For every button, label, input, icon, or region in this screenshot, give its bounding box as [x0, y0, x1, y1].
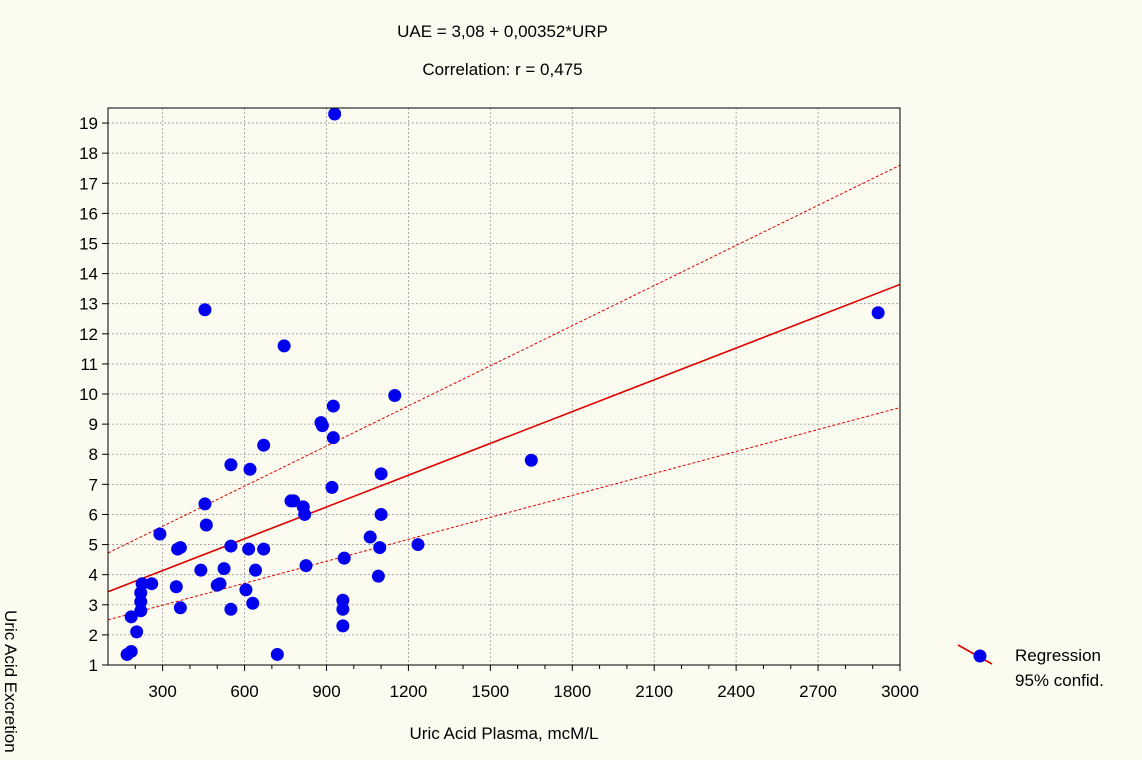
data-point [173, 601, 187, 615]
data-point [871, 306, 885, 320]
x-axis-label: Uric Acid Plasma, mcM/L [409, 724, 599, 743]
data-point [298, 507, 312, 521]
y-tick-label: 10 [79, 385, 98, 404]
y-tick-label: 18 [79, 144, 98, 163]
data-point [169, 580, 183, 594]
x-tick-label: 1200 [389, 682, 427, 701]
y-tick-label: 16 [79, 204, 98, 223]
data-point [224, 539, 238, 553]
data-point [124, 610, 138, 624]
data-point [243, 462, 257, 476]
data-point [135, 577, 149, 591]
y-tick-label: 2 [89, 626, 98, 645]
data-point [153, 527, 167, 541]
data-point [134, 595, 148, 609]
data-points [120, 107, 885, 661]
x-tick-labels: 300 600 900 1200 1500 1800 2100 2400 2700 3000 [148, 682, 918, 701]
data-point [325, 480, 339, 494]
data-point [199, 518, 213, 532]
data-point [130, 625, 144, 639]
confidence-line-upper [108, 164, 900, 554]
y-tick-label: 8 [89, 445, 98, 464]
data-point [145, 577, 159, 591]
x-tick-label: 2100 [635, 682, 673, 701]
data-point [411, 538, 425, 552]
legend-marker [957, 644, 993, 665]
data-point [328, 107, 342, 121]
data-point [299, 559, 313, 573]
data-point [326, 431, 340, 445]
data-point [257, 542, 271, 556]
data-point [363, 530, 377, 544]
data-point [373, 541, 387, 555]
data-point [337, 551, 351, 565]
y-tick-label: 17 [79, 174, 98, 193]
legend-item-confidence: 95% confid. [1015, 671, 1104, 690]
data-point [336, 593, 350, 607]
data-point [524, 453, 538, 467]
confidence-band [108, 164, 900, 621]
data-point [224, 458, 238, 472]
data-point [374, 507, 388, 521]
regression-line [108, 283, 900, 593]
data-point [287, 494, 301, 508]
data-point [213, 577, 227, 591]
x-tick-label: 3000 [881, 682, 919, 701]
plot-frame [107, 107, 901, 666]
data-point [173, 541, 187, 555]
y-tick-label: 9 [89, 415, 98, 434]
data-point [198, 303, 212, 317]
x-tick-label: 2400 [717, 682, 755, 701]
chart-title: UAE = 3,08 + 0,00352*URP [397, 22, 608, 41]
y-tick-label: 15 [79, 234, 98, 253]
data-point [224, 602, 238, 616]
data-point [217, 562, 231, 576]
data-point [246, 596, 260, 610]
data-point [388, 389, 402, 403]
legend-point-marker [973, 649, 987, 663]
x-tick-label: 2700 [799, 682, 837, 701]
regression-line-path [108, 283, 900, 593]
data-point [277, 339, 291, 353]
data-point [198, 497, 212, 511]
y-tick-label: 1 [89, 656, 98, 675]
data-point [336, 619, 350, 633]
x-tick-label: 1800 [553, 682, 591, 701]
y-tick-label: 14 [79, 265, 98, 284]
data-point [194, 563, 208, 577]
y-axis-label: Uric Acid Excretion [1, 610, 20, 753]
x-tick-label: 900 [312, 682, 340, 701]
data-point [134, 604, 148, 618]
y-tick-label: 19 [79, 114, 98, 133]
data-point [257, 438, 271, 452]
y-tick-label: 13 [79, 295, 98, 314]
chart-subtitle: Correlation: r = 0,475 [422, 60, 583, 79]
y-tick-label: 7 [89, 475, 98, 494]
grid-lines [108, 108, 900, 665]
data-point [239, 583, 253, 597]
x-tick-label: 1500 [471, 682, 509, 701]
data-point [336, 602, 350, 616]
y-tick-label: 12 [79, 325, 98, 344]
y-tick-label: 3 [89, 596, 98, 615]
data-point [371, 569, 385, 583]
y-tick-label: 11 [80, 355, 98, 374]
y-tick-label: 4 [89, 566, 98, 585]
data-point [124, 644, 138, 658]
legend-item-regression: Regression [1015, 646, 1101, 665]
axis-ticks [102, 122, 901, 671]
y-tick-label: 6 [89, 505, 98, 524]
data-point [248, 563, 262, 577]
data-point [326, 399, 340, 413]
data-point [242, 542, 256, 556]
y-tick-label: 5 [89, 536, 98, 555]
data-point [315, 419, 329, 433]
data-point [270, 647, 284, 661]
x-tick-label: 600 [230, 682, 258, 701]
data-point [374, 467, 388, 481]
confidence-line-lower [108, 407, 900, 621]
x-tick-label: 300 [148, 682, 176, 701]
